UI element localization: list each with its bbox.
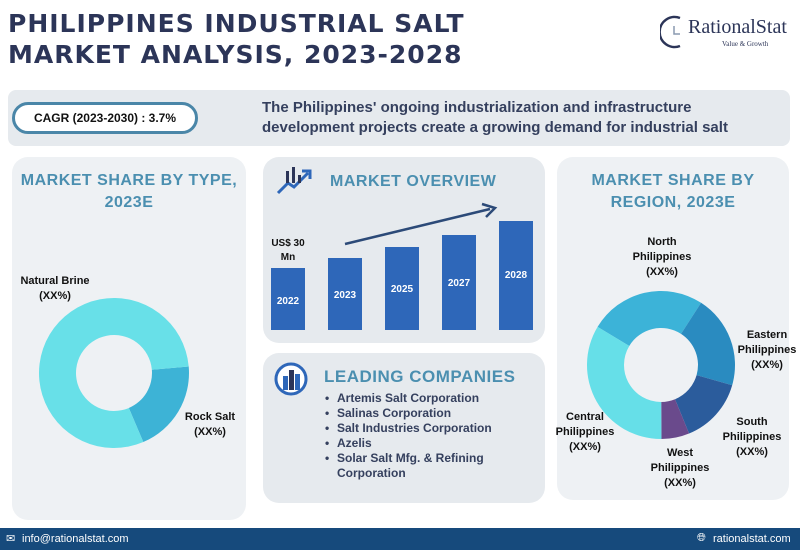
- globe-icon: 🌐︎: [697, 532, 706, 544]
- bar-annotation: US$ 30 Mn: [271, 238, 305, 263]
- slice-label: Natural Brine: [20, 275, 90, 287]
- bar-chart: 2022 2023 2025 2027 2028: [271, 200, 541, 330]
- company-item: Azelis: [325, 436, 535, 451]
- slice-label: West Philippines: [650, 447, 710, 474]
- title-line-2: MARKET ANALYSIS, 2023-2028: [8, 40, 463, 69]
- slice-label: Rock Salt: [184, 411, 236, 423]
- cagr-badge: CAGR (2023-2030) : 3.7%: [12, 102, 198, 134]
- slice-value: (XX%): [646, 266, 678, 278]
- slice-label: North Philippines: [632, 236, 692, 263]
- bar-label: 2028: [504, 270, 528, 282]
- company-item: Artemis Salt Corporation: [325, 391, 535, 406]
- growth-chart-icon: [276, 167, 312, 195]
- slice-value: (XX%): [194, 426, 226, 438]
- bar-label: 2027: [447, 277, 471, 289]
- logo-tagline: Value & Growth: [722, 40, 769, 48]
- bar-label: 2022: [276, 295, 300, 307]
- bar-label: 2025: [390, 284, 414, 296]
- title-line-1: PHILIPPINES INDUSTRIAL SALT: [8, 9, 465, 38]
- companies-list: Artemis Salt Corporation Salinas Corpora…: [325, 391, 535, 481]
- slice-value: (XX%): [664, 477, 696, 489]
- banner-text: The Philippines' ongoing industrializati…: [262, 99, 728, 136]
- company-item: Solar Salt Mfg. & Refining Corporation: [325, 451, 535, 481]
- logo: RationalStat Value & Growth: [658, 14, 790, 50]
- buildings-icon: [274, 362, 308, 396]
- bar-2023: 2023: [328, 258, 362, 330]
- bar-2022: 2022: [271, 268, 305, 330]
- donut-slice-north-philippines: [597, 291, 702, 346]
- footer: ✉ info@rationalstat.com 🌐︎ rationalstat.…: [0, 528, 800, 550]
- company-item: Salinas Corporation: [325, 406, 535, 421]
- label-north: North Philippines (XX%): [617, 235, 707, 280]
- slice-label: South Philippines: [722, 416, 782, 443]
- company-item: Salt Industries Corporation: [325, 421, 535, 436]
- email-icon: ✉: [6, 533, 16, 545]
- market-overview-title: MARKET OVERVIEW: [330, 173, 497, 190]
- label-natural-brine: Natural Brine (XX%): [10, 274, 100, 304]
- slice-label: Central Philippines: [555, 411, 615, 438]
- region-share-title: MARKET SHARE BY REGION, 2023E: [591, 172, 755, 211]
- donut-slice-west-philippines: [661, 399, 690, 439]
- bar-2028: 2028: [499, 221, 533, 330]
- slice-value: (XX%): [569, 441, 601, 453]
- bar-label: 2023: [333, 290, 357, 302]
- type-share-title: MARKET SHARE BY TYPE, 2023E: [20, 172, 238, 211]
- donut-slice-rock-salt: [128, 366, 189, 443]
- donut-slice-natural-brine: [39, 298, 189, 449]
- logo-name: RationalStat: [688, 16, 787, 38]
- label-west: West Philippines (XX%): [648, 446, 712, 491]
- slice-label: Eastern Philippines: [737, 329, 797, 356]
- donut-slice-eastern-philippines: [681, 302, 735, 386]
- slice-value: (XX%): [751, 359, 783, 371]
- page-title: PHILIPPINES INDUSTRIAL SALT MARKET ANALY…: [8, 8, 465, 70]
- slice-value: (XX%): [736, 446, 768, 458]
- label-eastern: Eastern Philippines (XX%): [735, 328, 799, 373]
- bar-2025: 2025: [385, 247, 419, 330]
- bar-2027: 2027: [442, 235, 476, 330]
- logo-icon: [658, 15, 681, 49]
- slice-value: (XX%): [39, 290, 71, 302]
- label-central: Central Philippines (XX%): [553, 410, 617, 455]
- leading-companies-title: LEADING COMPANIES: [324, 367, 516, 386]
- label-rock-salt: Rock Salt (XX%): [178, 410, 242, 440]
- footer-email[interactable]: info@rationalstat.com: [22, 533, 129, 545]
- trend-arrow: [344, 202, 498, 246]
- label-south: South Philippines (XX%): [720, 415, 784, 460]
- donut-slice-central-philippines: [587, 326, 662, 439]
- footer-website[interactable]: rationalstat.com: [713, 533, 791, 545]
- donut-slice-south-philippines: [675, 375, 733, 434]
